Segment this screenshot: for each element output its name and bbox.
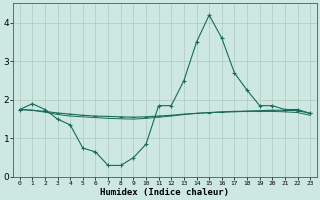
X-axis label: Humidex (Indice chaleur): Humidex (Indice chaleur) [100,188,229,197]
